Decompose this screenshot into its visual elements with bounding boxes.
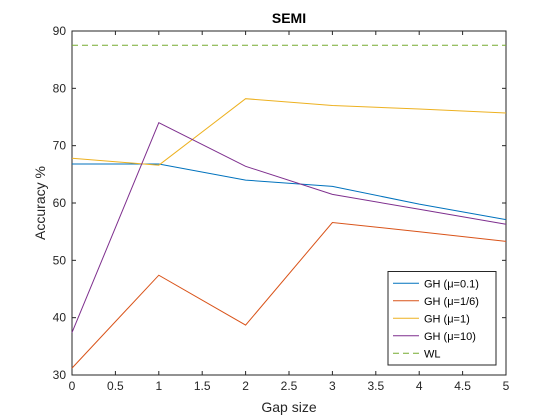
series-line-3 xyxy=(71,98,507,166)
y-tick-label: 60 xyxy=(53,196,67,210)
x-tick-label: 0 xyxy=(69,379,76,393)
series-line-2 xyxy=(71,221,507,369)
x-tick-label: 2.5 xyxy=(281,379,298,393)
y-tick-label: 90 xyxy=(53,24,67,38)
y-tick-label: 80 xyxy=(53,81,67,95)
x-tick-label: 3.5 xyxy=(367,379,384,393)
x-tick-label: 1 xyxy=(155,379,162,393)
legend-box xyxy=(387,271,497,366)
chart-title: SEMI xyxy=(272,10,306,26)
x-tick-label: 2 xyxy=(242,379,249,393)
legend-entry-label: GH (μ=1) xyxy=(424,313,470,325)
y-tick-label: 30 xyxy=(53,368,67,382)
legend-entry-label: WL xyxy=(424,348,441,360)
legend-entry-label: GH (μ=10) xyxy=(424,331,476,343)
x-axis-ticks: 0 0.5 1 1.5 2 2.5 3 3.5 4 4.5 5 xyxy=(69,31,510,393)
y-tick-label: 40 xyxy=(53,311,67,325)
legend-entry-label: GH (μ=0.1) xyxy=(424,278,479,290)
y-tick-label: 70 xyxy=(53,139,67,153)
x-tick-label: 5 xyxy=(503,379,510,393)
y-tick-label: 50 xyxy=(53,253,67,267)
series-group xyxy=(71,44,507,369)
x-axis-label: Gap size xyxy=(261,399,316,415)
x-tick-label: 1.5 xyxy=(194,379,211,393)
y-axis-ticks: 30 40 50 60 70 80 90 xyxy=(53,24,506,382)
y-axis-label: Accuracy % xyxy=(32,166,48,240)
legend-entry-label: GH (μ=1/6) xyxy=(424,296,479,308)
legend: GH (μ=0.1) GH (μ=1/6) GH (μ=1) GH (μ=10) WL xyxy=(387,271,497,366)
x-tick-label: 0.5 xyxy=(107,379,124,393)
x-tick-label: 4.5 xyxy=(454,379,471,393)
x-tick-label: 4 xyxy=(416,379,423,393)
series-line-4 xyxy=(71,122,507,333)
x-tick-label: 3 xyxy=(329,379,336,393)
